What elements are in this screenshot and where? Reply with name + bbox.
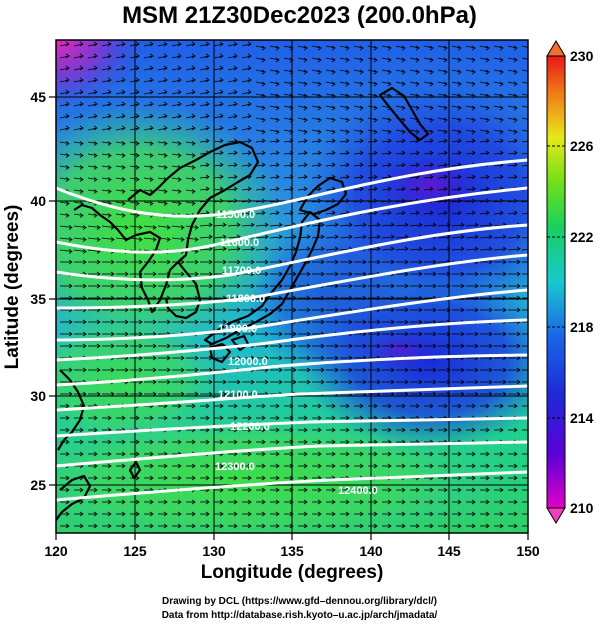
x-tick-label: 150 xyxy=(516,543,540,559)
y-tick-label: 40 xyxy=(30,193,46,209)
wind-vectors xyxy=(59,41,528,529)
y-axis: 45 40 35 30 25 Latitude (degrees) xyxy=(2,89,56,493)
contour-label: 11500.0 xyxy=(216,209,255,221)
contour-label: 11900.0 xyxy=(218,323,257,335)
y-axis-label: Latitude (degrees) xyxy=(2,205,23,370)
contour-label: 12000.0 xyxy=(228,356,268,368)
height-contours xyxy=(56,158,528,502)
x-axis: 120 125 130 135 140 145 150 Longitude (d… xyxy=(44,533,540,583)
contour-label: 12400.0 xyxy=(338,485,378,497)
contour-label: 12200.0 xyxy=(230,421,270,433)
contour-label: 12300.0 xyxy=(215,461,255,473)
colorbar-tick-label: 210 xyxy=(570,500,594,516)
contour-label: 11800.0 xyxy=(226,293,265,305)
x-tick-label: 145 xyxy=(437,543,461,559)
y-tick-label: 25 xyxy=(30,477,46,493)
colorbar-tick-label: 222 xyxy=(570,229,594,245)
x-tick-label: 140 xyxy=(359,543,383,559)
colorbar-tick-label: 218 xyxy=(570,319,594,335)
colorbar-tick-label: 230 xyxy=(570,48,594,64)
temperature-field: 11500.0 11600.0 11700.0 11800.0 11900.0 … xyxy=(56,40,528,533)
y-tick-label: 35 xyxy=(30,291,46,307)
contour-label: 11600.0 xyxy=(220,237,259,249)
coastlines xyxy=(56,86,430,521)
map-title: MSM 21Z30Dec2023 (200.0hPa) xyxy=(122,2,477,29)
contour-label: 11700.0 xyxy=(222,265,261,277)
x-tick-label: 135 xyxy=(280,543,304,559)
y-tick-label: 30 xyxy=(30,388,46,404)
x-tick-label: 130 xyxy=(202,543,226,559)
credit-data: Data from http://database.rish.kyoto–u.a… xyxy=(161,610,438,621)
colorbar-tick-label: 214 xyxy=(570,410,594,426)
contour-label: 12100.0 xyxy=(218,389,258,401)
credit-drawing: Drawing by DCL (https://www.gfd–dennou.o… xyxy=(161,596,437,607)
y-tick-label: 45 xyxy=(30,89,46,105)
x-tick-label: 125 xyxy=(123,543,147,559)
contour-labels: 11500.0 11600.0 11700.0 11800.0 11900.0 … xyxy=(215,209,378,497)
x-tick-label: 120 xyxy=(44,543,68,559)
x-axis-label: Longitude (degrees) xyxy=(201,562,384,583)
colorbar-tick-label: 226 xyxy=(570,138,594,154)
colorbar: 230 226 222 218 214 210 xyxy=(546,40,594,524)
